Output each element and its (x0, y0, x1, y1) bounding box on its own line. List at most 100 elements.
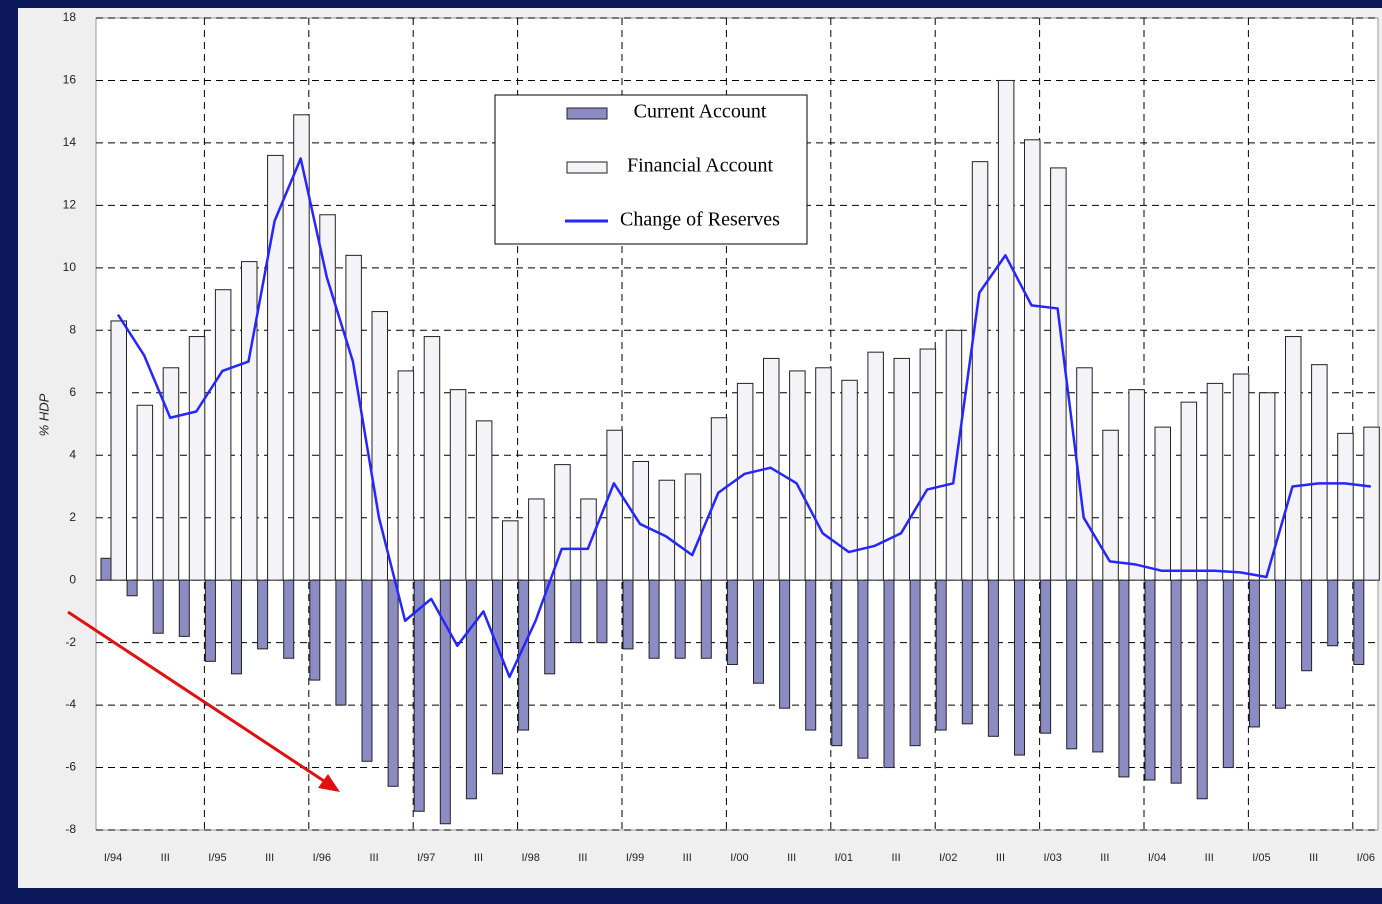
bar (1337, 432, 1354, 581)
bar (736, 382, 754, 581)
y-tick-label: -6 (65, 760, 76, 774)
bar (1363, 426, 1380, 581)
bar (335, 579, 347, 706)
legend-label: Financial Account (627, 155, 774, 177)
bar (371, 311, 388, 581)
y-tick-label: 8 (69, 322, 76, 336)
x-tick-label: I/97 (417, 852, 435, 864)
x-tick-label: I/95 (208, 852, 226, 864)
bar (1206, 382, 1224, 581)
bar (753, 579, 764, 684)
bar (204, 579, 216, 662)
bar (110, 320, 127, 581)
bar (1248, 579, 1260, 728)
x-tick-label: III (578, 852, 587, 864)
y-tick-label: -2 (65, 635, 76, 649)
x-tick-label: III (369, 852, 378, 864)
bar (726, 579, 738, 665)
bar (257, 579, 269, 650)
bar (126, 579, 138, 597)
bar (710, 417, 728, 581)
bar (1232, 373, 1250, 581)
bar (997, 79, 1015, 581)
bar (283, 579, 295, 659)
bar (413, 579, 425, 812)
y-tick-label: 6 (69, 385, 76, 399)
bar (1275, 579, 1286, 709)
x-tick-label: III (474, 852, 483, 864)
bar (841, 379, 858, 581)
bar (293, 114, 310, 581)
bar (857, 579, 869, 759)
bar (632, 460, 649, 581)
bar (152, 579, 164, 634)
bar (883, 579, 895, 769)
bar (831, 579, 843, 747)
x-tick-label: I/05 (1252, 852, 1270, 864)
bar (387, 579, 399, 787)
bar (622, 579, 634, 650)
bar (1050, 167, 1067, 581)
bar (789, 370, 806, 581)
bar (136, 404, 154, 581)
bar (492, 579, 503, 775)
bar (893, 357, 910, 581)
bar (231, 579, 242, 675)
bar (1258, 392, 1276, 581)
bar (1092, 579, 1104, 753)
bar (361, 579, 373, 762)
bar (1040, 579, 1052, 734)
bar (945, 329, 963, 581)
bar (502, 520, 519, 581)
bar (935, 579, 947, 731)
bar (1301, 579, 1313, 672)
x-tick-label: III (1205, 852, 1214, 864)
bar (439, 579, 451, 825)
bar (1154, 426, 1171, 581)
x-tick-label: III (1100, 852, 1109, 864)
x-tick-label: I/98 (521, 852, 539, 864)
bar (397, 370, 415, 581)
bar (554, 464, 571, 581)
bar (475, 420, 493, 581)
bar (570, 579, 582, 644)
annotation-arrow (67, 610, 331, 787)
bar (100, 557, 112, 581)
arrow-head (318, 774, 340, 792)
x-tick-label: I/06 (1357, 852, 1375, 864)
x-tick-label: I/01 (835, 852, 853, 864)
bar (674, 579, 686, 659)
bar (961, 579, 973, 725)
y-tick-label: 12 (63, 198, 77, 212)
y-tick-label: 18 (63, 10, 77, 24)
bar (805, 579, 817, 731)
bar (178, 579, 190, 637)
y-tick-label: 2 (69, 510, 76, 524)
bar (214, 289, 232, 581)
bar (909, 579, 921, 747)
bar (580, 498, 597, 581)
legend-label: Current Account (634, 101, 767, 123)
bar (188, 336, 206, 581)
legend: Current Account Financial Account Change o… (494, 94, 808, 245)
y-tick-label: 10 (63, 260, 77, 274)
legend-box (494, 94, 808, 245)
bar (162, 367, 180, 581)
x-tick-label: I/94 (104, 852, 122, 864)
bar (1222, 579, 1234, 769)
legend-swatch (566, 107, 608, 120)
bar (423, 336, 441, 581)
bar (345, 254, 362, 581)
x-tick-label: III (891, 852, 900, 864)
x-tick-label: I/04 (1148, 852, 1166, 864)
bar (606, 429, 623, 581)
x-tick-label: I/96 (313, 852, 331, 864)
bar (449, 389, 467, 581)
bar (596, 579, 608, 644)
bar (815, 367, 832, 581)
bar (1024, 139, 1041, 581)
bar (1014, 579, 1025, 756)
bar (658, 479, 676, 581)
bar (1196, 579, 1208, 800)
